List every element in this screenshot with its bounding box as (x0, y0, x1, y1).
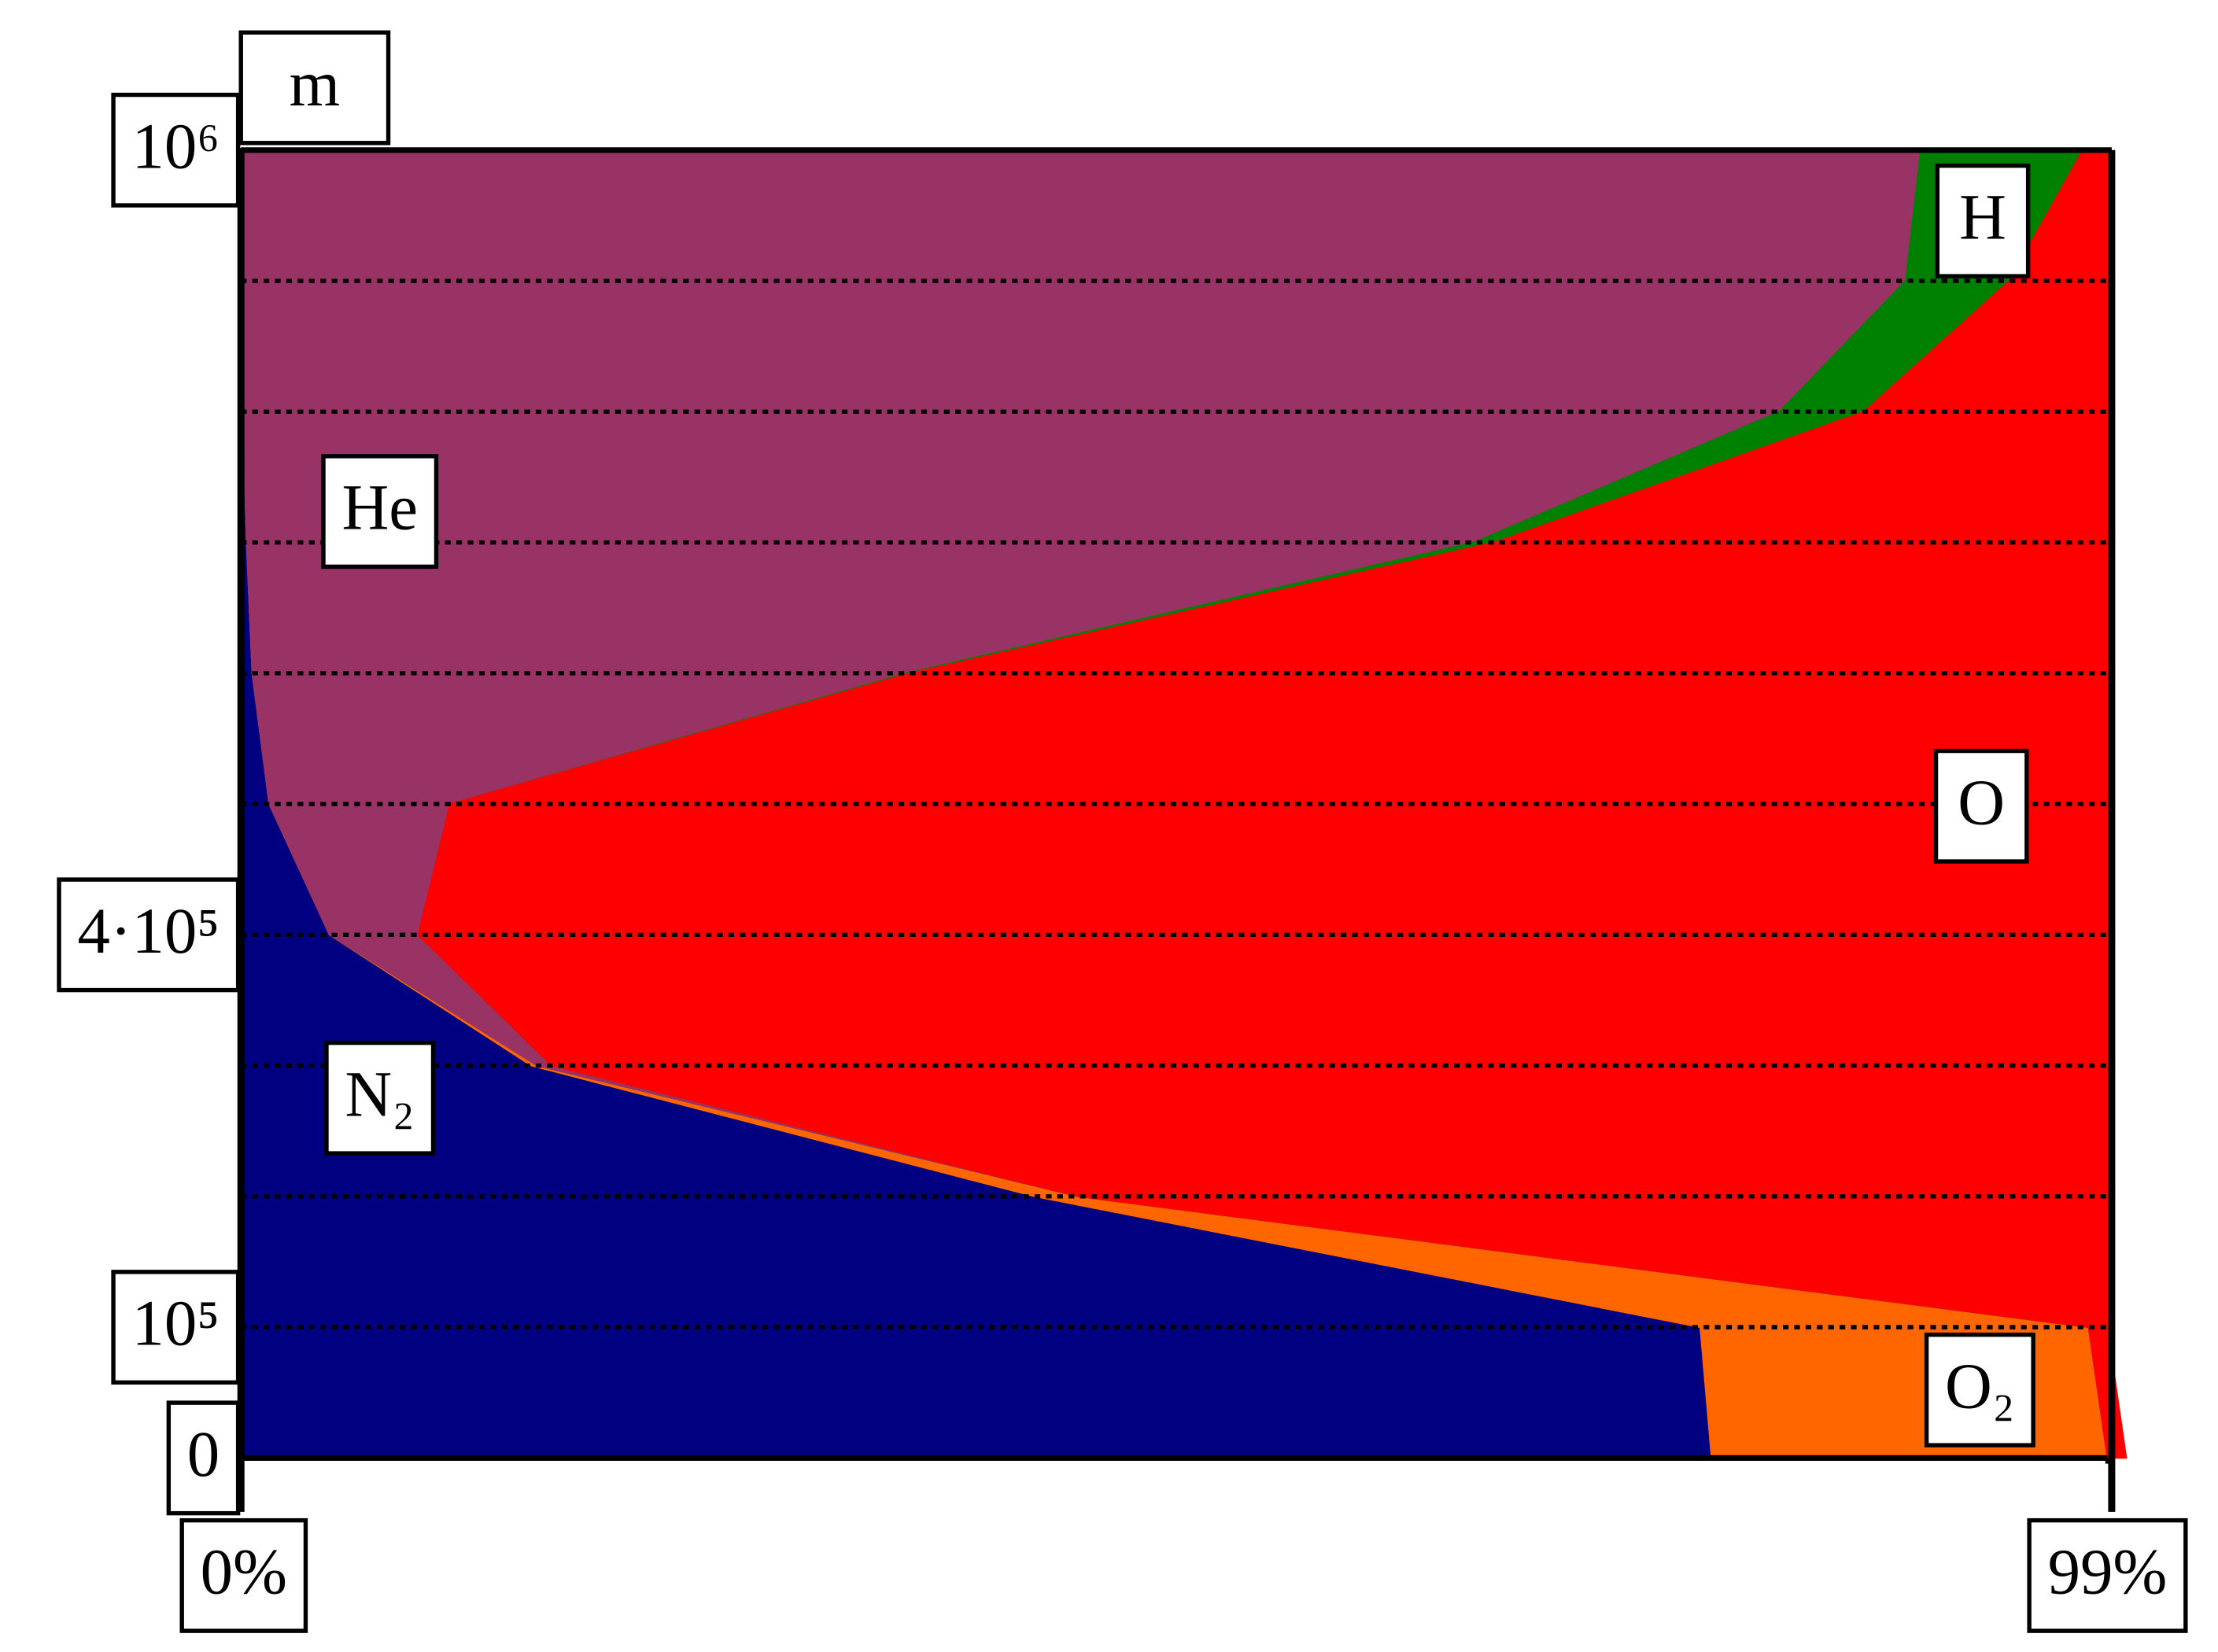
x-tick-label: 99% (2048, 1535, 2168, 1607)
label-box (166, 1400, 241, 1516)
legend-label: O (1958, 765, 2005, 838)
label-box (324, 1040, 436, 1156)
legend-label: N₂ (345, 1057, 415, 1130)
x-tick-label-box: 0% (179, 1517, 308, 1633)
y-tick-label: 10⁶ (131, 109, 220, 182)
label-box (1935, 163, 2031, 278)
legend-label: He (341, 471, 418, 544)
y-tick-label-box: 0 (166, 1400, 241, 1516)
y-tick-label: 0 (187, 1418, 220, 1490)
legend-label: O₂ (1945, 1350, 2015, 1422)
y-tick-label-box: 10⁵ (111, 1270, 241, 1385)
y-tick-label-box: 4·10⁵ (57, 877, 241, 993)
label-box (1933, 748, 2029, 864)
y-tick-label: 10⁵ (131, 1287, 220, 1359)
legend-label-box: O₂ (1924, 1332, 2035, 1447)
legend-label-box: N₂ (324, 1040, 436, 1156)
label-box (1924, 1332, 2035, 1447)
y-unit-label: m (290, 47, 340, 120)
label-box (179, 1517, 308, 1633)
x-tick-label-box: 99% (2027, 1517, 2188, 1633)
legend-label: H (1959, 180, 2006, 253)
legend-label-box: H (1935, 163, 2031, 278)
y-tick-label-box: 10⁶ (111, 92, 241, 208)
legend-label-box: O (1933, 748, 2029, 864)
y-tick-label: 4·10⁵ (77, 894, 220, 967)
label-box (2027, 1517, 2188, 1633)
x-tick-label: 0% (201, 1535, 287, 1607)
label-box (57, 877, 241, 993)
label-box (111, 92, 241, 208)
label-box (321, 454, 439, 570)
label-box (111, 1270, 241, 1385)
y-unit-label-box: m (238, 30, 391, 146)
label-box (238, 30, 391, 146)
legend-label-box: He (321, 454, 439, 570)
